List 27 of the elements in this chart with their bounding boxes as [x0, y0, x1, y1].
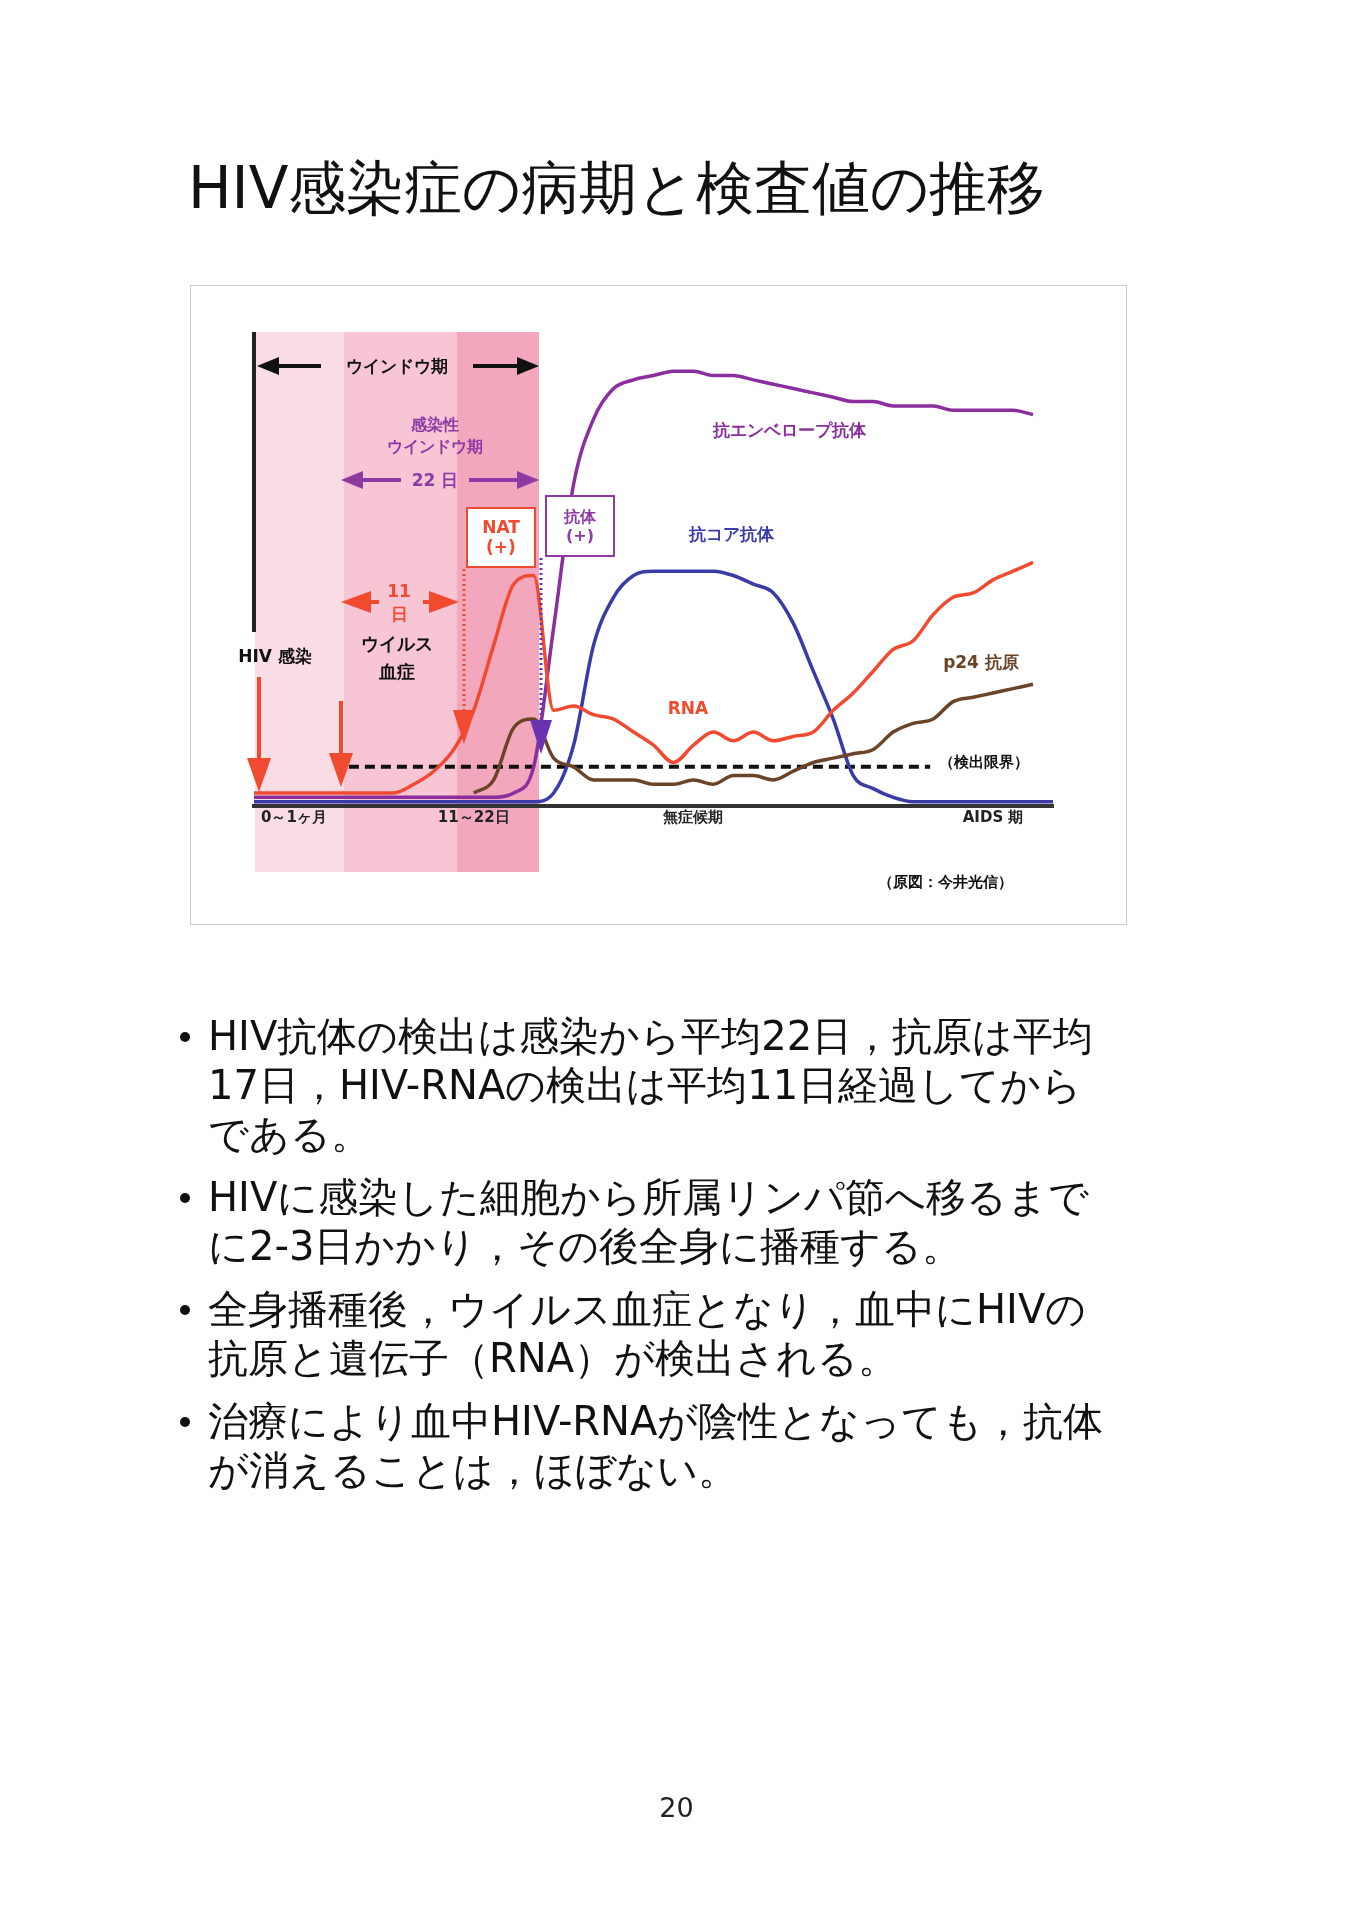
text: 20 [658, 1792, 695, 1823]
x-tick-label: 11～22日 [437, 807, 510, 826]
chart-title: HIV感染症の病期と検査値の推移 [188, 153, 1046, 224]
series-label: 抗コア抗体 [688, 522, 774, 546]
annotation: 血症 [379, 661, 415, 683]
series-label: RNA [667, 698, 709, 718]
text: HIVに感染した細胞から所属リンパ節へ移るまでに2-3日かかり，その後全身に播種する。 [208, 1174, 1090, 1269]
annotation: NAT (+) [482, 516, 520, 558]
text: HIV抗体の検出は感染から平均22日，抗原は平均17日，HIV-RNAの検出は平均11日経過してからである。 [208, 1013, 1094, 1157]
annotation: 11 [387, 580, 411, 602]
series-label: p24 抗原 [943, 650, 1019, 674]
annotation: 日 [390, 603, 408, 625]
annotation: ウインドウ期 [346, 355, 448, 377]
annotation: 22 日 [411, 469, 459, 491]
x-tick-label: AIDS 期 [962, 807, 1024, 826]
text: 治療により血中HIV-RNAが陰性となっても，抗体が消えることは，ほぼない。 [208, 1398, 1104, 1493]
annotation: HIV 感染 [238, 645, 312, 667]
annotation: 感染性 [411, 415, 459, 435]
ref-line-label: （検出限界） [939, 752, 1029, 772]
x-tick-label: 無症候期 [662, 807, 724, 826]
annotation: ウインドウ期 [387, 437, 483, 457]
text: （原図：今井光信） [877, 873, 1013, 891]
x-tick-label: 0～1ヶ月 [261, 807, 327, 826]
annotation: ウイルス [361, 633, 433, 655]
annotation: 抗体 (+) [564, 506, 596, 546]
text: 全身播種後，ウイルス血症となり，血中にHIVの抗原と遺伝子（RNA）が検出される。 [208, 1286, 1087, 1381]
series-label: 抗エンベロープ抗体 [712, 418, 866, 442]
